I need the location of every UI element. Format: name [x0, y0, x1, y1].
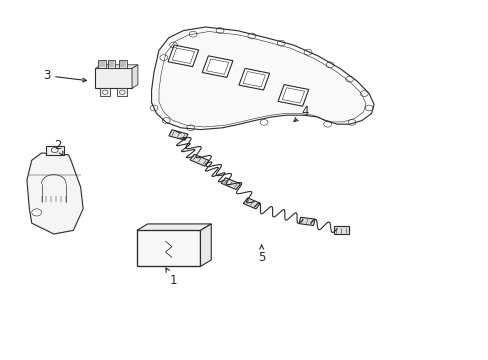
Text: 2: 2: [54, 139, 63, 156]
Polygon shape: [95, 65, 138, 68]
Bar: [206, 59, 228, 74]
Polygon shape: [299, 217, 314, 225]
Polygon shape: [189, 154, 209, 166]
Polygon shape: [46, 146, 63, 155]
Bar: [107, 60, 115, 68]
Bar: [172, 48, 194, 63]
Bar: [239, 68, 269, 90]
Polygon shape: [221, 177, 240, 190]
Polygon shape: [151, 27, 373, 130]
Polygon shape: [132, 65, 138, 88]
Polygon shape: [243, 198, 260, 209]
Bar: [243, 72, 265, 87]
Bar: [278, 85, 308, 106]
Text: 5: 5: [257, 245, 265, 264]
Bar: [100, 88, 110, 96]
Polygon shape: [200, 224, 211, 266]
Bar: [95, 68, 132, 88]
Polygon shape: [27, 153, 83, 234]
Text: 4: 4: [293, 105, 309, 122]
Bar: [282, 88, 304, 103]
Polygon shape: [168, 130, 188, 140]
Bar: [137, 230, 200, 266]
Polygon shape: [333, 226, 348, 234]
Polygon shape: [137, 224, 211, 230]
Bar: [98, 60, 105, 68]
Bar: [168, 45, 198, 67]
Text: 1: 1: [165, 268, 177, 287]
Bar: [117, 88, 127, 96]
Bar: [202, 56, 232, 77]
Bar: [119, 60, 126, 68]
Text: 3: 3: [42, 69, 86, 82]
